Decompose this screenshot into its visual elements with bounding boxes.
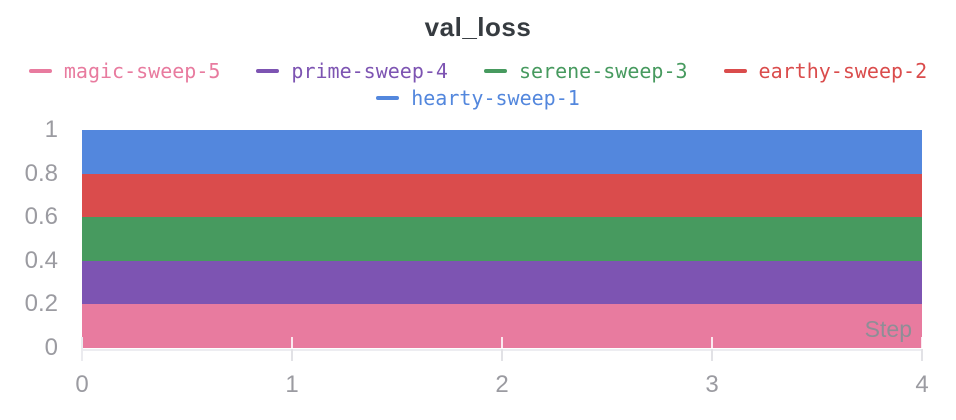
x-tick-mark bbox=[291, 337, 293, 349]
legend-item-label: hearty-sweep-1 bbox=[411, 85, 580, 110]
band-prime-sweep-4 bbox=[82, 260, 922, 305]
x-tick-mark bbox=[501, 349, 503, 361]
legend-item-label: prime-sweep-4 bbox=[291, 58, 448, 83]
x-tick-mark bbox=[711, 349, 713, 361]
legend-line-icon bbox=[483, 68, 507, 73]
legend-item-hearty-sweep-1[interactable]: hearty-sweep-1 bbox=[376, 86, 580, 110]
x-tick-mark bbox=[711, 337, 713, 349]
legend-item-label: serene-sweep-3 bbox=[518, 58, 688, 83]
x-tick-mark bbox=[921, 337, 923, 349]
y-axis-tick-label: 1 bbox=[44, 116, 58, 143]
legend: magic-sweep-5 prime-sweep-4 serene-sweep… bbox=[0, 57, 956, 111]
x-axis-tick-label: 0 bbox=[75, 371, 89, 398]
legend-row-1: magic-sweep-5 prime-sweep-4 serene-sweep… bbox=[28, 57, 928, 84]
legend-line-icon bbox=[376, 95, 400, 100]
y-axis-tick-label: 0.4 bbox=[24, 247, 58, 274]
legend-item-prime-sweep-4[interactable]: prime-sweep-4 bbox=[256, 59, 448, 83]
band-earthy-sweep-2 bbox=[82, 173, 922, 218]
legend-item-label: magic-sweep-5 bbox=[63, 58, 221, 83]
x-tick-mark bbox=[921, 349, 923, 361]
y-axis-tick-label: 0.8 bbox=[24, 160, 58, 187]
band-hearty-sweep-1 bbox=[82, 130, 922, 174]
panel-title: val_loss bbox=[424, 12, 532, 42]
x-axis-tick-label: 4 bbox=[915, 371, 929, 398]
legend-line-icon bbox=[723, 68, 747, 73]
x-tick-mark bbox=[501, 337, 503, 349]
x-axis-tick-label: 3 bbox=[705, 371, 719, 398]
legend-item-label: earthy-sweep-2 bbox=[758, 58, 928, 83]
legend-line-icon bbox=[28, 68, 52, 73]
x-tick-mark bbox=[291, 349, 293, 361]
x-axis-unit-label: Step bbox=[864, 316, 912, 342]
band-serene-sweep-3 bbox=[82, 217, 922, 261]
y-axis-tick-label: 0.6 bbox=[24, 203, 58, 230]
y-axis-tick-label: 0.2 bbox=[24, 290, 58, 317]
legend-item-magic-sweep-5[interactable]: magic-sweep-5 bbox=[28, 58, 221, 83]
legend-row-2: hearty-sweep-1 bbox=[376, 84, 580, 111]
x-axis-tick-label: 2 bbox=[495, 371, 509, 398]
y-axis-tick-label: 0 bbox=[44, 334, 58, 361]
x-axis-tick-label: 1 bbox=[285, 371, 299, 398]
legend-item-serene-sweep-3[interactable]: serene-sweep-3 bbox=[483, 58, 688, 83]
legend-line-icon bbox=[256, 68, 280, 73]
legend-item-earthy-sweep-2[interactable]: earthy-sweep-2 bbox=[723, 58, 928, 83]
x-tick-mark bbox=[81, 337, 83, 361]
